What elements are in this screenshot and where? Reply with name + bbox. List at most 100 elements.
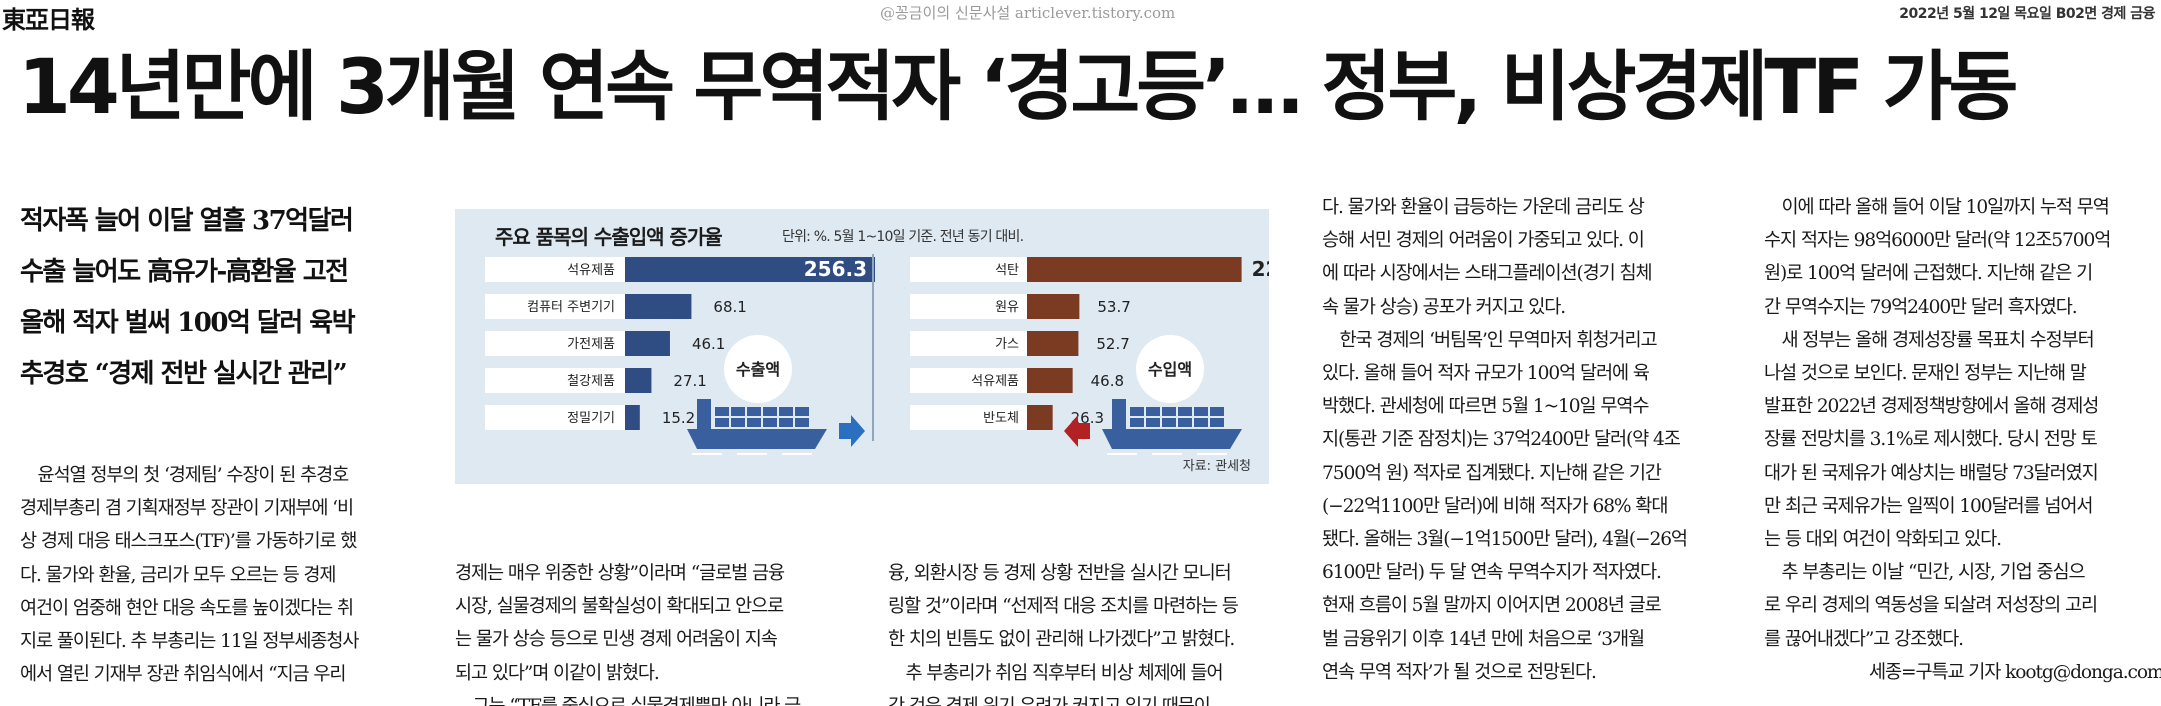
export-category-label: 가전제품 <box>567 337 615 352</box>
text-line: 됐다. 올해는 3월(−1억1500만 달러), 4월(−26억 <box>1322 529 1688 551</box>
text-line: 경제부총리 겸 기획재정부 장관이 기재부에 ‘비 <box>20 498 354 520</box>
text-line: 로 우리 경제의 역동성을 되살려 저성장의 고리 <box>1764 595 2098 617</box>
text-line: 이에 따라 올해 들어 이달 10일까지 누적 무역 <box>1764 197 2109 218</box>
text-line: 간 무역수지는 79억2400만 달러 흑자였다. <box>1764 296 2078 318</box>
watermark-text: @꽁금이의 신문사설 articlever.tistory.com <box>880 4 1176 22</box>
text-line: 윤석열 정부의 첫 ‘경제팀’ 수장이 된 추경호 <box>20 465 349 486</box>
chart-canvas: 석유제품 256.3 컴퓨터 주변기기 68.1 가전제품 46.1 철강제품 27.1 정밀기… <box>485 254 1269 455</box>
import-value-label: 52.7 <box>1096 335 1129 353</box>
export-bar <box>625 368 652 393</box>
text-line: 속 물가 상승) 공포가 커지고 있다. <box>1322 296 1566 318</box>
sub-headline-line: 적자폭 늘어 이달 열흘 37억달러 <box>20 206 354 236</box>
export-value-label: 15.2 <box>662 409 695 427</box>
export-ship-icon <box>687 399 827 455</box>
chart-source: 자료: 관세청 <box>1182 459 1251 474</box>
export-bar <box>625 257 875 282</box>
text-line: 한국 경제의 ‘버팀목’인 무역마저 휘청거리고 <box>1322 329 1657 351</box>
text-line: 수지 적자는 98억6000만 달러(약 12조5700억 <box>1764 230 2111 252</box>
text-line: 새 정부는 올해 경제성장률 목표치 수정부터 <box>1764 329 2094 351</box>
text-line: (−22억1100만 달러)에 비해 적자가 68% 확대 <box>1322 495 1668 517</box>
text-line: 지(통관 기준 잠정치)는 37억2400만 달러(약 4조 <box>1322 429 1681 451</box>
export-arrow-icon <box>839 415 865 447</box>
sub-headline-line: 추경호 “경제 전반 실시간 관리” <box>20 359 348 389</box>
import-value-label: 26.3 <box>1071 409 1104 427</box>
import-bar <box>1027 331 1079 356</box>
export-category-box <box>485 405 625 430</box>
text-line: 다. 물가와 환율, 금리가 모두 오르는 등 경제 <box>20 564 337 586</box>
import-bar <box>1027 257 1242 282</box>
import-value-label: 46.8 <box>1091 372 1124 390</box>
text-line: 대가 된 국제유가 예상치는 배럴당 73달러였지 <box>1764 462 2099 484</box>
chart-title: 주요 품목의 수출입액 증가율 <box>495 225 723 249</box>
text-line: 추 부총리는 이날 “민간, 시장, 기업 중심으 <box>1764 562 2085 584</box>
text-line: 발표한 2022년 경제정책방향에서 올해 경제성 <box>1764 396 2099 418</box>
article-column-4: 다. 물가와 환율이 급등하는 가운데 금리도 상 승해 서민 경제의 어려움이… <box>1322 191 1732 689</box>
text-line: 지로 풀이된다. 추 부총리는 11일 정부세종청사 <box>20 631 360 653</box>
import-category-box <box>910 368 1027 393</box>
import-category-label: 석탄 <box>995 263 1019 278</box>
text-line: 여건이 엄중해 현안 대응 속도를 높이겠다는 취 <box>20 597 354 619</box>
import-value-label: 53.7 <box>1097 298 1130 316</box>
text-line: 에서 열린 기재부 장관 취임식에서 “지금 우리 <box>20 664 346 686</box>
masthead: 東亞日報 @꽁금이의 신문사설 articlever.tistory.com 2… <box>0 0 2161 34</box>
text-line: 경제는 매우 위중한 상황”이라며 “글로벌 금융 <box>455 563 785 584</box>
sub-headline-line: 올해 적자 벌써 100억 달러 육박 <box>20 308 356 338</box>
sub-headline: 적자폭 늘어 이달 열흘 37억달러 수출 늘어도 高유가-高환율 고전 올해 … <box>20 196 420 400</box>
import-bar <box>1027 405 1053 430</box>
import-category-label: 원유 <box>995 300 1019 315</box>
text-line: 되고 있다”며 이같이 밝혔다. <box>455 662 660 684</box>
text-line: 나설 것으로 보인다. 문재인 정부는 지난해 말 <box>1764 363 2087 385</box>
text-line: 추 부총리가 취임 직후부터 비상 체제에 들어 <box>888 662 1223 684</box>
text-line: 간 것은 경제 위기 우려가 커지고 있기 때문이 <box>888 690 1298 706</box>
export-category-label: 정밀기기 <box>567 411 615 426</box>
export-category-box <box>485 368 625 393</box>
text-line: 있다. 올해 들어 적자 규모가 100억 달러에 육 <box>1322 363 1650 385</box>
text-line: 현재 흐름이 5월 말까지 이어지면 2008년 글로 <box>1322 595 1662 617</box>
export-bar <box>625 294 692 319</box>
text-line: 시장, 실물경제의 불확실성이 확대되고 안으로 <box>455 596 784 618</box>
export-bar <box>625 405 640 430</box>
import-bubble <box>1136 335 1204 403</box>
text-line: 를 끊어내겠다”고 강조했다. <box>1764 628 1964 650</box>
newspaper-logo: 東亞日報 <box>2 5 95 34</box>
sub-headline-line: 수출 늘어도 高유가-高환율 고전 <box>20 257 349 287</box>
import-bar <box>1027 294 1080 319</box>
article-column-5: 이에 따라 올해 들어 이달 10일까지 누적 무역 수지 적자는 98억600… <box>1764 191 2161 689</box>
export-category-box <box>485 294 625 319</box>
article-column-3: 융, 외환시장 등 경제 상황 전반을 실시간 모니터 링할 것”이라며 “선제… <box>888 557 1298 706</box>
import-category-box <box>910 257 1027 282</box>
text-line: 박했다. 관세청에 따르면 5월 1~10일 무역수 <box>1322 396 1649 418</box>
export-bar <box>625 331 670 356</box>
text-line: 상 경제 대응 태스크포스(TF)’를 가동하기로 했 <box>20 531 357 553</box>
dateline: 2022년 5월 12일 목요일 B02면 경제 금융 <box>1899 6 2155 22</box>
article-column-2: 경제는 매우 위중한 상황”이라며 “글로벌 금융 시장, 실물경제의 불확실성… <box>455 557 865 706</box>
text-line: 에 따라 시장에서는 스태그플레이션(경기 침체 <box>1322 263 1653 285</box>
export-value-label: 27.1 <box>673 372 706 390</box>
import-value-label: 220.0 <box>1252 257 1269 281</box>
headline: 14년만에 3개월 연속 무역적자 ‘경고등’… 정부, 비상경제TF 가동 <box>18 42 2018 131</box>
import-ship-icon <box>1102 399 1242 455</box>
import-bubble-label: 수입액 <box>1148 360 1192 379</box>
export-category-label: 컴퓨터 주변기기 <box>527 300 615 315</box>
text-line: 만 최근 국제유가는 일찍이 100달러를 넘어서 <box>1764 495 2093 517</box>
chart-subtitle: 단위: %. 5월 1~10일 기준. 전년 동기 대비. <box>782 229 1024 245</box>
import-arrow-icon <box>1064 415 1090 447</box>
text-line: 융, 외환시장 등 경제 상황 전반을 실시간 모니터 <box>888 563 1232 584</box>
text-line: 7500억 원) 적자로 집계됐다. 지난해 같은 기간 <box>1322 462 1662 484</box>
export-category-box <box>485 257 625 282</box>
byline: 세종=구특교 기자 kootg@donga.com <box>1764 661 2161 683</box>
text-line: 는 물가 상승 등으로 민생 경제 어려움이 지속 <box>455 629 778 651</box>
trade-chart: 주요 품목의 수출입액 증가율 단위: %. 5월 1~10일 기준. 전년 동… <box>455 209 1269 484</box>
import-category-box <box>910 405 1027 430</box>
import-bar <box>1027 368 1073 393</box>
text-line: 연속 무역 적자’가 될 것으로 전망된다. <box>1322 661 1597 683</box>
import-category-label: 반도체 <box>983 411 1019 426</box>
export-value-label: 68.1 <box>713 298 746 316</box>
export-bubble <box>724 335 792 403</box>
text-line: 한 치의 빈틈도 없이 관리해 나가겠다”고 밝혔다. <box>888 629 1235 651</box>
export-category-label: 석유제품 <box>567 263 615 278</box>
text-line: 장률 전망치를 3.1%로 제시했다. 당시 전망 토 <box>1764 429 2098 451</box>
text-line: 승해 서민 경제의 어려움이 가중되고 있다. 이 <box>1322 230 1645 252</box>
text-line: 링할 것”이라며 “선제적 대응 조치를 마련하는 등 <box>888 596 1239 618</box>
